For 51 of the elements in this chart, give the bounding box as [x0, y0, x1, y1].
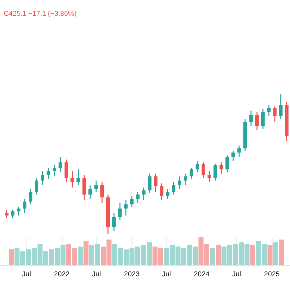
candlestick — [196, 160, 200, 173]
candlestick — [267, 104, 271, 117]
candlestick — [82, 174, 86, 201]
candlestick — [118, 202, 122, 220]
candlestick — [112, 212, 116, 232]
candlestick — [279, 94, 283, 120]
candlestick — [124, 200, 128, 216]
bar — [268, 245, 273, 265]
candlestick — [100, 182, 104, 204]
candlestick — [46, 168, 50, 180]
candlestick — [226, 155, 230, 173]
bar — [84, 241, 89, 265]
candlestick — [142, 187, 146, 201]
candlestick — [190, 168, 194, 180]
candlestick — [273, 106, 277, 122]
candlestick — [88, 184, 92, 200]
candlestick — [184, 173, 188, 186]
candlestick — [40, 170, 44, 186]
candlestick — [202, 162, 206, 178]
candlestick — [58, 156, 62, 173]
candlestick — [35, 178, 39, 196]
candlestick — [178, 176, 182, 190]
candlestick — [154, 173, 158, 192]
candlestick — [220, 162, 224, 174]
candlestick — [76, 169, 80, 186]
candlestick — [136, 192, 140, 204]
candlestick — [52, 164, 56, 178]
candlestick — [214, 164, 218, 182]
bar — [279, 240, 284, 265]
candlestick — [160, 183, 164, 201]
bar — [78, 246, 84, 265]
bar — [210, 248, 216, 265]
candlestick — [208, 170, 212, 183]
bar — [216, 245, 221, 265]
candlestick — [29, 188, 33, 206]
candlestick — [238, 145, 242, 158]
candlestick — [94, 180, 98, 192]
candlestick — [166, 188, 170, 200]
candlestick — [250, 110, 254, 127]
candlestick — [172, 182, 176, 196]
bar — [273, 242, 278, 265]
candlestick — [64, 159, 68, 183]
bar — [250, 245, 256, 265]
candlestick — [261, 108, 265, 130]
candlestick — [255, 112, 259, 131]
candlestick — [130, 196, 134, 208]
candlestick — [148, 173, 152, 194]
candlestick — [23, 198, 27, 214]
candlestick — [70, 170, 74, 188]
bar — [9, 250, 14, 265]
candlestick — [232, 150, 236, 162]
